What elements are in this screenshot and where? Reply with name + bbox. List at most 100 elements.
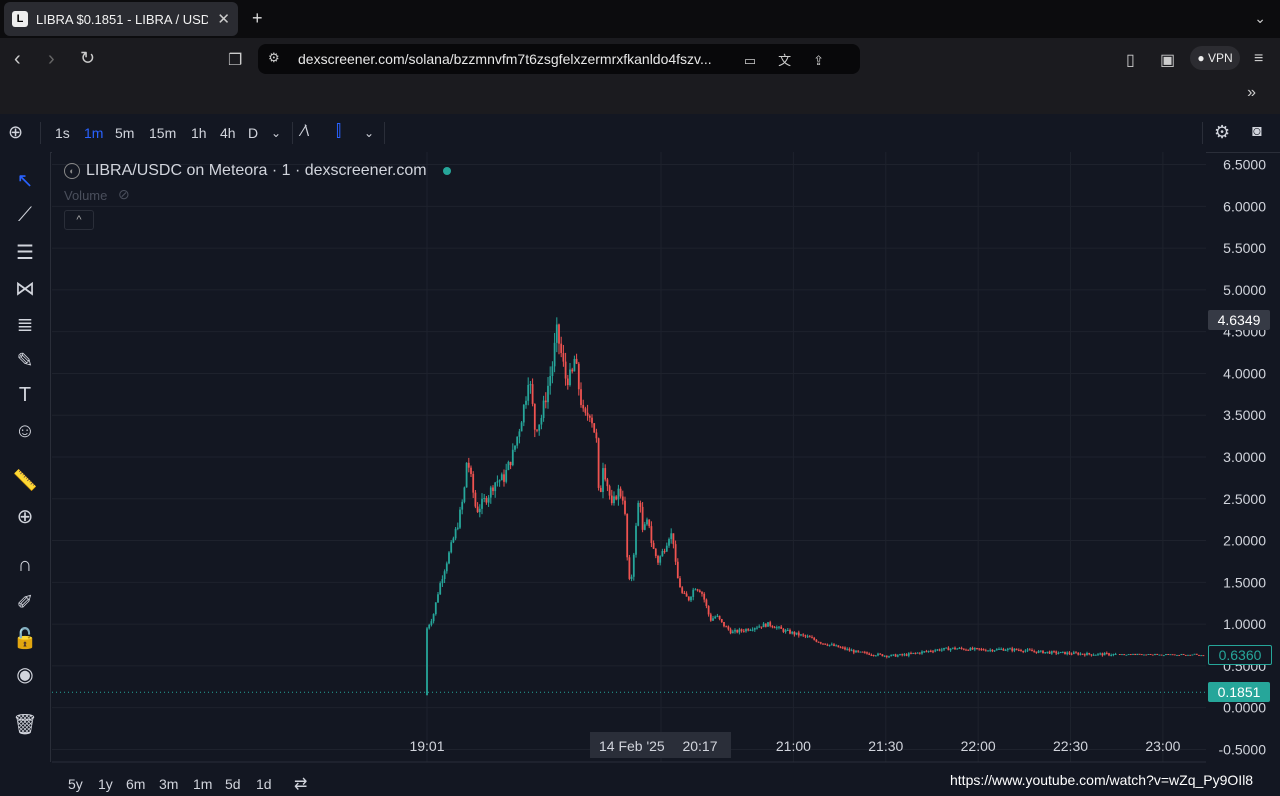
timeframe-1m[interactable]: 1m [84,125,104,141]
chart-legend: ◐ LIBRA/USDC on Meteora · 1 · dexscreene… [64,162,451,180]
double-chevron-right-icon[interactable]: » [1247,84,1256,101]
vpn-button[interactable]: ● VPN [1190,46,1240,70]
url-text[interactable]: dexscreener.com/solana/bzzmnvfm7t6zsgfel… [298,51,712,67]
candle-body [844,647,846,650]
candle-body [925,651,928,653]
close-icon[interactable]: ✕ [217,11,230,28]
timeframe-1h[interactable]: 1h [191,125,207,141]
emoji-icon[interactable]: ☺ [14,420,36,442]
candle-body [692,589,695,597]
candle-body [470,467,472,474]
y-tick-label: 1.5000 [1223,574,1266,590]
bookmark-icon[interactable]: ❐ [228,52,243,69]
candle-body [703,593,706,600]
timeframe-1s[interactable]: 1s [55,125,70,141]
candle-body [938,649,941,651]
candle-body [494,482,497,492]
candle-body [584,408,587,413]
range-1m[interactable]: 1m [193,776,213,792]
lock-drawings-icon[interactable]: ✐ [16,592,34,614]
candle-body [1048,651,1051,654]
horizontal-lines-icon[interactable]: ☰ [16,242,34,264]
address-bar[interactable]: ⚙ dexscreener.com/solana/bzzmnvfm7t6zsgf… [258,44,860,74]
candle-body [896,655,899,657]
timeframe-15m[interactable]: 15m [149,125,177,141]
candle-body [720,619,723,622]
candle-body [758,626,761,628]
range-5d[interactable]: 5d [225,776,241,792]
chevron-down-icon[interactable]: ⌄ [271,126,282,140]
trend-line-icon[interactable]: ⟋ [18,204,32,226]
candle-body [1033,651,1036,653]
candle-body [1070,653,1073,655]
line-chart-icon[interactable]: ⁄\ [302,123,310,140]
live-status-dot [442,167,451,175]
wallet-icon[interactable]: ▣ [1160,52,1176,69]
candle-body [690,596,692,601]
eye-icon[interactable]: ◉ [16,664,34,686]
pattern-icon[interactable]: ⋈ [15,278,35,300]
timeframe-D[interactable]: D [248,125,259,141]
date-range-icon[interactable]: ⇄ [294,776,308,793]
magnet-icon[interactable]: ∩ [17,554,33,576]
cursor-icon[interactable]: ↖ [16,170,34,192]
eye-off-icon[interactable]: ⊘ [118,186,130,202]
y-tick-label: 5.5000 [1223,240,1266,256]
candle-body [989,649,992,651]
url-action-icons[interactable]: ▭文⇪ [743,53,846,68]
candle-body [872,654,875,656]
range-6m[interactable]: 6m [126,776,146,792]
ruler-icon[interactable]: 📏 [12,470,38,492]
fib-icon[interactable]: ≣ [16,314,34,336]
chevron-down-icon[interactable]: ⌄ [364,126,375,140]
browser-tab[interactable]: L LIBRA $0.1851 - LIBRA / USDC ✕ [4,2,238,36]
brush-icon[interactable]: ✎ [16,350,34,372]
candle-body [1112,654,1115,656]
candle-body [727,626,730,630]
add-indicator-icon[interactable]: ⊕ [8,122,24,142]
menu-icon[interactable]: ≡ [1254,50,1264,67]
candle-body [617,488,620,500]
candle-body [652,542,655,549]
camera-icon[interactable]: ◙ [1252,123,1262,140]
candle-body [828,644,831,646]
new-tab-icon[interactable]: + [252,8,263,28]
collapse-legend-icon[interactable]: ^ [64,210,94,230]
vpn-label: VPN [1207,51,1233,65]
candle-body [542,400,545,419]
range-3m[interactable]: 3m [159,776,179,792]
candle-body [1110,654,1113,656]
candle-body [780,626,783,629]
candle-body [1129,654,1132,656]
timeframe-4h[interactable]: 4h [220,125,236,141]
back-icon[interactable]: ‹ [14,48,21,70]
reload-icon[interactable]: ↻ [80,48,96,68]
candle-body [797,632,800,636]
candle-body [824,643,827,645]
candle-body [888,656,890,658]
unlock-icon[interactable]: 🔓 [12,628,38,650]
timeframe-5m[interactable]: 5m [115,125,135,141]
settings-gear-icon[interactable]: ⚙ [1214,122,1231,142]
range-5y[interactable]: 5y [68,776,83,792]
x-axis: 14 Feb '25 19:01 20:17 21:00 21:30 22:00 22:30… [409,732,1181,758]
range-1y[interactable]: 1y [98,776,113,792]
volume-label[interactable]: Volume [64,188,108,203]
site-settings-icon[interactable]: ⚙ [268,50,280,65]
candle-body [1064,651,1066,655]
candle-body [791,631,794,634]
text-icon[interactable]: T [18,384,32,406]
chevron-down-icon[interactable]: ⌄ [1254,10,1266,26]
candle-body [1057,653,1060,655]
candle-body [1158,654,1161,656]
candle-body [635,525,637,555]
forward-icon[interactable]: › [48,48,55,70]
candle-body [487,497,490,503]
candle-body [833,644,835,646]
range-1d[interactable]: 1d [256,776,272,792]
zoom-in-icon[interactable]: ⊕ [16,506,34,528]
sidebar-icon[interactable]: ▯ [1126,52,1135,69]
candles-icon[interactable]: ⫿ [336,123,342,140]
trash-icon[interactable]: 🗑 [12,714,38,736]
